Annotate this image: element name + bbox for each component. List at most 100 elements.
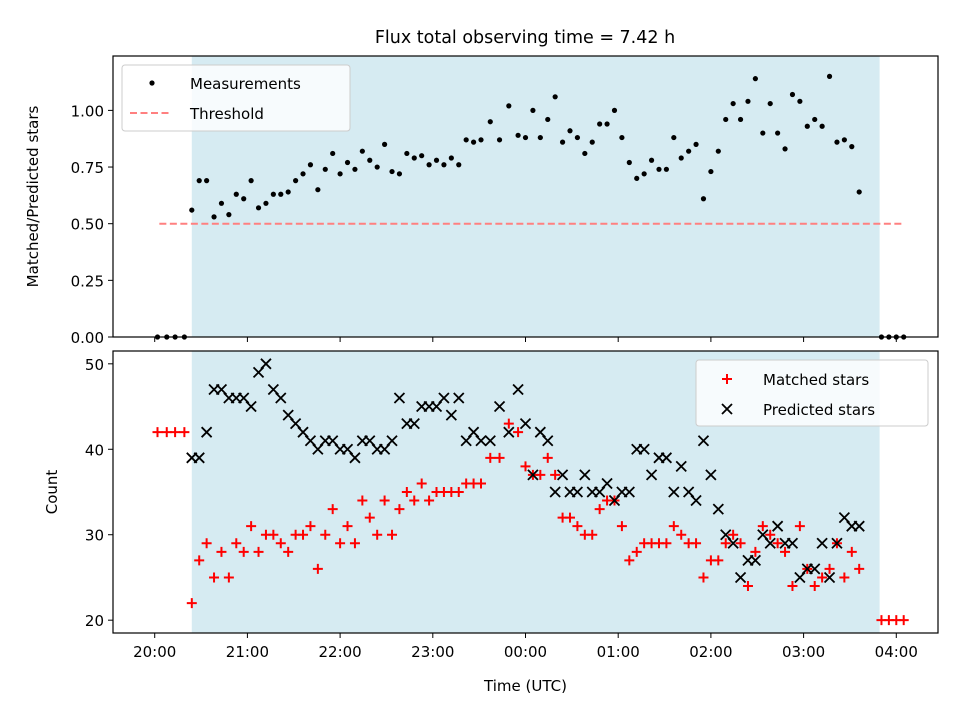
- predicted-star-point: [556, 469, 569, 481]
- predicted-star-point: [823, 571, 836, 584]
- matched-star-point: [364, 512, 375, 523]
- measurement-point: [760, 130, 766, 136]
- matched-star-point: [216, 546, 227, 557]
- matched-star-point: [424, 495, 435, 506]
- matched-star-point: [201, 538, 212, 549]
- matched-star-point: [298, 529, 309, 540]
- measurement-point: [604, 121, 610, 127]
- axes-frame: [112, 350, 939, 634]
- measurement-point: [797, 98, 803, 104]
- measurement-point: [293, 178, 299, 184]
- predicted-star-point: [260, 358, 272, 370]
- matched-star-point: [668, 521, 679, 532]
- x-tick-label: 04:00: [875, 643, 918, 661]
- predicted-star-point: [601, 477, 613, 490]
- measurement-point: [448, 155, 454, 161]
- matched-star-point: [624, 555, 635, 566]
- x-tick-label: 03:00: [782, 643, 825, 661]
- matched-star-point: [379, 495, 390, 506]
- measurement-point: [487, 119, 493, 125]
- matched-star-point: [246, 521, 257, 532]
- predicted-star-point: [771, 520, 784, 532]
- y-tick-label: 0.75: [71, 159, 104, 177]
- measurement-point: [648, 157, 655, 163]
- measurement-point: [634, 175, 640, 181]
- measurement-point: [834, 139, 840, 145]
- measurement-point: [730, 100, 736, 107]
- predicted-star-point: [705, 469, 717, 481]
- y-tick-label: 0.25: [71, 272, 104, 290]
- predicted-star-point: [675, 460, 687, 473]
- matched-star-point: [713, 555, 724, 566]
- predicted-star-point: [245, 400, 257, 413]
- matched-star-point: [757, 521, 768, 532]
- y-tick-label: 20: [85, 612, 104, 630]
- predicted-star-point: [527, 469, 539, 481]
- predicted-star-point: [200, 426, 213, 438]
- measurement-point: [382, 141, 388, 147]
- predicted-star-point: [645, 469, 658, 481]
- measurement-point: [856, 189, 862, 195]
- matched-star-point: [209, 572, 220, 583]
- predicted-star-point: [690, 494, 702, 507]
- measurement-point: [789, 91, 796, 98]
- measurement-point: [189, 207, 195, 213]
- matched-star-point: [550, 469, 561, 480]
- matched-star-point: [253, 546, 264, 557]
- matched-star-point: [283, 546, 294, 557]
- matched-star-point: [335, 538, 346, 549]
- measurement-point: [641, 171, 647, 177]
- measurement-point: [693, 141, 699, 147]
- matched-star-point: [587, 529, 598, 540]
- matched-star-point: [320, 529, 331, 540]
- measurement-point: [678, 155, 684, 161]
- predicted-star-point: [660, 452, 673, 464]
- predicted-star-point: [493, 400, 506, 413]
- matched-star-point: [564, 512, 575, 523]
- x-tick-label: 22:00: [318, 643, 361, 661]
- y-tick-label: 1.00: [71, 102, 104, 120]
- matched-star-point: [394, 504, 405, 515]
- measurement-point: [204, 178, 210, 184]
- predicted-star-point: [764, 537, 776, 549]
- measurement-point: [708, 168, 714, 175]
- predicted-star-point: [809, 563, 821, 575]
- matched-star-point: [275, 538, 286, 549]
- predicted-star-point: [712, 503, 724, 515]
- axes-frame: [112, 55, 939, 338]
- measurement-point: [233, 191, 239, 197]
- predicted-star-point: [475, 435, 487, 447]
- legend-matched-marker: [722, 374, 732, 384]
- predicted-star-point: [542, 435, 554, 447]
- predicted-star-point: [816, 537, 828, 549]
- matched-star-point: [742, 581, 753, 591]
- legend-predicted-marker: [721, 403, 733, 415]
- measurement-point: [752, 76, 758, 82]
- predicted-star-point: [484, 435, 496, 447]
- measurement-point: [478, 137, 484, 143]
- measurement-point: [433, 157, 440, 163]
- predicted-star-point: [445, 409, 457, 421]
- predicted-star-point: [386, 435, 398, 447]
- matched-star-point: [409, 495, 420, 506]
- measurement-point: [315, 187, 321, 193]
- x-tick-label: 02:00: [689, 643, 732, 661]
- measurement-point: [686, 148, 692, 154]
- measurement-point: [426, 162, 432, 168]
- measurement-point: [559, 139, 566, 145]
- measurement-point: [344, 159, 351, 166]
- matched-star-point: [503, 418, 514, 429]
- measurement-point: [812, 116, 818, 123]
- matched-star-point: [223, 572, 234, 583]
- measurement-point: [826, 73, 833, 79]
- legend-label: Matched stars: [763, 371, 869, 389]
- matched-star-point: [476, 478, 487, 489]
- matched-star-point: [772, 538, 783, 549]
- predicted-star-point: [668, 486, 680, 498]
- y-axis-label: Matched/Predicted stars: [24, 106, 42, 288]
- measurement-point: [396, 171, 403, 177]
- measurement-point: [626, 159, 632, 166]
- matched-star-point: [520, 461, 531, 472]
- matched-star-point: [327, 504, 338, 515]
- x-tick-label: 21:00: [226, 643, 269, 661]
